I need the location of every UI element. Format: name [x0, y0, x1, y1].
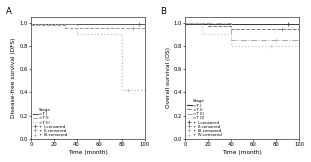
Y-axis label: Disease-free survival (DFS): Disease-free survival (DFS): [12, 38, 16, 118]
Legend: Stage, >T I, >T II, >T III, >T IV, + I-censored, + II-censored, + III-censored, : Stage, >T I, >T II, >T III, >T IV, + I-c…: [186, 99, 222, 138]
X-axis label: Time (month): Time (month): [222, 150, 262, 155]
Legend: Stage, >T I, >T II, >T III, + I-censored, + II-censored, + III-censored: Stage, >T I, >T II, >T III, + I-censored…: [32, 107, 68, 138]
Text: A: A: [6, 7, 12, 16]
Y-axis label: Overall survival (OS): Overall survival (OS): [165, 47, 170, 108]
Text: B: B: [160, 7, 166, 16]
X-axis label: Time (month): Time (month): [68, 150, 108, 155]
